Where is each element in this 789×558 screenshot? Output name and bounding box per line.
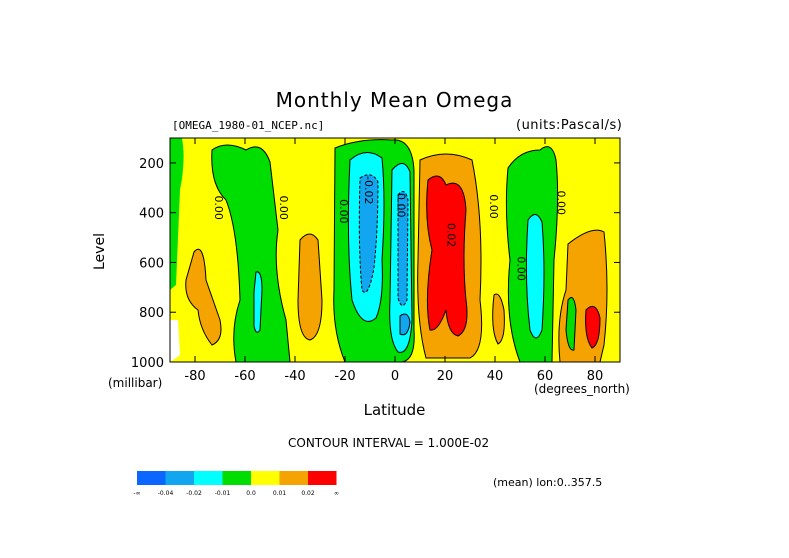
y-tick-label: 200	[139, 157, 164, 172]
contour-label: 0.00	[395, 193, 408, 218]
north-trop-red	[426, 175, 468, 337]
colorbar-label: -∞	[133, 490, 140, 497]
x-tick-label: -40	[284, 369, 305, 384]
colorbar-swatch	[194, 471, 223, 485]
colorbar-label: -0.04	[158, 490, 174, 497]
equatorial-blue-low	[399, 313, 411, 336]
x-tick-label: 20	[437, 369, 454, 384]
contour-label: 0.00	[337, 199, 350, 224]
colorbar-swatch	[222, 471, 251, 485]
contour-fills	[170, 138, 620, 362]
colorbar-swatch	[279, 471, 308, 485]
colorbar-swatch	[137, 471, 166, 485]
equatorial-blue	[397, 190, 409, 306]
contour-label: 0.02	[445, 223, 458, 248]
x-tick-label: 80	[587, 369, 604, 384]
orange-col-west	[297, 233, 323, 341]
chart-title: Monthly Mean Omega	[275, 88, 514, 112]
y-axis-unit: (millibar)	[108, 376, 163, 390]
contour-label: -0.02	[362, 176, 375, 204]
north-pole-yellow	[588, 138, 620, 210]
north-orange-small	[492, 293, 505, 345]
north-high-green	[565, 297, 577, 351]
colorbar-label: -0.02	[186, 490, 202, 497]
colorbar-swatch	[165, 471, 194, 485]
x-axis-title: Latitude	[363, 401, 426, 419]
x-tick-label: 60	[537, 369, 554, 384]
x-tick-label: 40	[487, 369, 504, 384]
mean-note: (mean) lon:0..357.5	[493, 476, 603, 489]
contour-label: 0.00	[487, 194, 500, 219]
south-polar-green	[170, 138, 184, 290]
y-tick-label: 800	[139, 306, 164, 321]
units-label: (units:Pascal/s)	[516, 118, 623, 133]
y-tick-label: 600	[139, 256, 164, 271]
contour-labels: 0.00 0.00 0.00 -0.02 0.00 0.02 0.00 0.00 0.00	[212, 176, 568, 281]
colorbar-label: 0.0	[246, 490, 256, 497]
dataset-label: [OMEGA_1980-01_NCEP.nc]	[172, 119, 325, 132]
y-tick-label: 400	[139, 207, 164, 222]
south-polar-blank	[170, 320, 180, 362]
x-tick-label: -80	[184, 369, 205, 384]
x-tick-label: -60	[234, 369, 255, 384]
contour-label: 0.00	[212, 195, 225, 220]
north-high-red	[585, 305, 601, 349]
south-mid-green	[211, 144, 291, 362]
tropical-blue	[358, 174, 379, 293]
x-axis-unit: (degrees_north)	[534, 382, 630, 396]
north-mid-cyan	[525, 214, 545, 339]
colorbar: -∞ -0.04 -0.02 -0.01 0.0 0.01 0.02 ∞	[133, 471, 339, 497]
y-tick-label: 1000	[131, 356, 164, 371]
contour-label: 0.00	[277, 195, 290, 220]
colorbar-label: 0.02	[301, 490, 315, 497]
contour-label: 0.00	[515, 256, 528, 281]
x-tick-label: -20	[334, 369, 355, 384]
colorbar-label: 0.01	[273, 490, 287, 497]
contour-interval-label: CONTOUR INTERVAL = 1.000E-02	[288, 436, 490, 450]
colorbar-swatch	[308, 471, 337, 485]
colorbar-label: ∞	[334, 490, 339, 497]
x-tick-label: 0	[391, 369, 399, 384]
axes: -80 -60 -40 -20 0 20 40 60 80 200 400 600 800 1000	[131, 138, 620, 384]
colorbar-swatch	[251, 471, 280, 485]
contour-label: 0.00	[555, 190, 568, 215]
south-orange-lobe	[185, 248, 222, 346]
colorbar-label: -0.01	[215, 490, 231, 497]
south-cyan-sliver	[253, 271, 263, 333]
